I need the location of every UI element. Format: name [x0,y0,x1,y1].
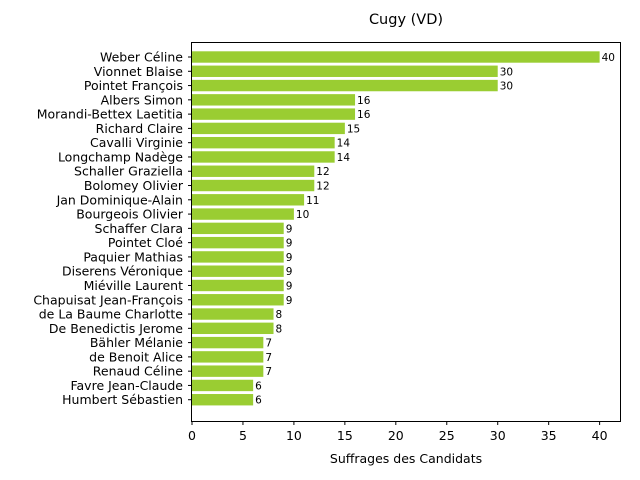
data-label: 16 [357,95,371,107]
category-label: de La Baume Charlotte [39,307,184,322]
category-label: Humbert Sébastien [62,392,183,407]
data-label: 7 [265,366,272,378]
category-label: Pointet François [84,78,183,93]
x-axis-label: Suffrages des Candidats [330,451,482,466]
chart-title: Cugy (VD) [369,12,443,28]
bar [192,222,284,235]
bar [192,251,284,263]
data-label: 15 [347,123,360,135]
category-label: de Benoit Alice [89,349,183,364]
x-tick-label: 40 [592,428,608,443]
bar [192,208,294,220]
data-label: 9 [286,223,293,235]
bars-group [192,51,600,406]
bar [192,265,284,277]
data-label: 12 [316,166,329,178]
bar [192,322,274,335]
bar [192,94,356,106]
x-tick-label: 25 [439,428,455,443]
data-label: 9 [286,266,293,278]
data-label: 6 [255,380,262,392]
category-label: Diserens Véronique [62,264,183,279]
data-label: 9 [286,280,293,292]
category-label: Schaffer Clara [95,221,183,236]
x-tick-label: 20 [388,428,404,443]
data-label: 40 [602,52,615,64]
data-label: 30 [500,81,513,93]
category-label: Miéville Laurent [84,278,183,293]
bar [192,79,498,92]
category-label: Longchamp Nadège [58,149,183,164]
data-label: 10 [296,209,309,221]
data-label: 14 [337,138,351,150]
category-label: Albers Simon [101,92,183,107]
bar [192,279,284,292]
data-label: 9 [286,295,293,307]
bar [192,65,498,77]
category-label: Vionnet Blaise [94,64,184,79]
data-label: 6 [255,395,262,407]
bar [192,151,335,163]
bar [192,194,305,206]
data-label: 7 [265,352,272,364]
bar [192,336,264,349]
data-label: 7 [265,338,272,350]
plot-frame [191,42,621,422]
data-label: 9 [286,252,293,264]
category-label: Pointet Cloé [108,235,183,250]
data-label: 12 [316,181,329,193]
x-tick-label: 5 [239,428,247,443]
category-label: Schaller Graziella [74,164,183,179]
category-label: De Benedictis Jerome [49,321,183,336]
data-label: 30 [500,66,513,78]
data-label: 16 [357,109,371,121]
category-label: Renaud Céline [93,364,184,379]
category-label: Jan Dominique-Alain [56,192,183,207]
category-label: Favre Jean-Claude [70,378,183,393]
x-axis-ticks: 0 5 10 15 20 25 30 35 40 [188,421,608,443]
category-label: Cavalli Virginie [90,135,183,150]
category-label: Bolomey Olivier [84,178,184,193]
bar [192,236,284,249]
x-tick-label: 0 [188,428,196,443]
category-label: Morandi-Bettex Laetitia [37,107,183,122]
data-label: 14 [337,152,351,164]
bar [192,308,274,320]
data-label: 11 [306,195,319,207]
bar [192,394,254,406]
bar [192,365,264,377]
data-label: 8 [276,323,283,335]
bar [192,165,315,177]
category-label: Richard Claire [96,121,184,136]
x-tick-label: 35 [541,428,557,443]
bar [192,122,345,135]
bar [192,351,264,363]
category-label: Bourgeois Olivier [76,207,184,222]
bar [192,379,254,392]
category-label: Chapuisat Jean-François [33,292,183,307]
data-label: 9 [286,238,293,250]
bar [192,108,356,120]
x-tick-label: 30 [490,428,506,443]
category-label: Bähler Mélanie [90,335,183,350]
data-label: 8 [276,309,283,321]
bar [192,136,335,149]
x-tick-label: 15 [337,428,353,443]
bar [192,179,315,192]
bar [192,294,284,306]
category-label: Weber Céline [100,50,183,65]
category-label: Paquier Mathias [83,249,183,264]
bar [192,51,600,63]
x-tick-label: 10 [286,428,302,443]
